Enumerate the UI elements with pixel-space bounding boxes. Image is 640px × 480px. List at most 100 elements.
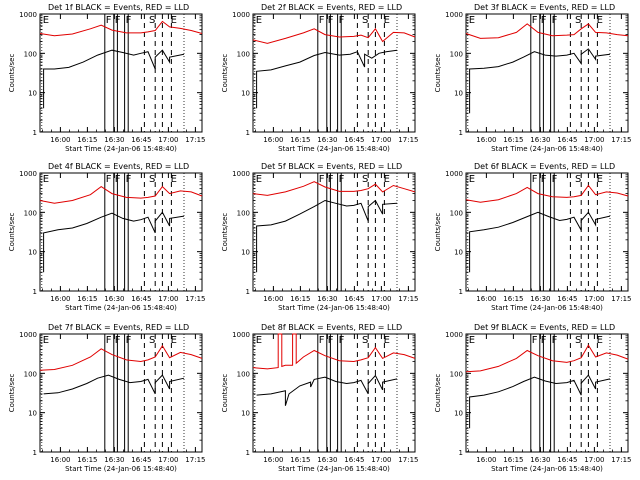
y-tick-label: 1000 [232, 331, 250, 339]
x-tick-label: 16:30 [104, 295, 124, 303]
flag-label: S [362, 15, 368, 26]
flag-label: S [575, 335, 581, 346]
y-tick-label: 100 [450, 370, 463, 378]
plot-title: Det 6f BLACK = Events, RED = LLD [474, 162, 615, 171]
plot-frame [252, 333, 416, 453]
flag-label: E [171, 15, 177, 26]
y-tick-label: 100 [450, 50, 463, 58]
flag-label: F [328, 335, 334, 346]
flag-label: F [319, 174, 325, 185]
flag-label: S [575, 15, 581, 26]
x-tick-label: 16:15 [77, 295, 97, 303]
y-tick-label: 1 [459, 449, 463, 457]
flag-label: S [362, 174, 368, 185]
flag-label: E [256, 174, 262, 185]
plot-title: Det 9f BLACK = Events, RED = LLD [474, 323, 615, 332]
flag-label: E [384, 335, 390, 346]
plot-frame [252, 172, 416, 292]
x-axis-label: Start Time (24-Jan-06 15:48:40) [65, 465, 177, 473]
y-tick-label: 10 [454, 249, 463, 257]
x-tick-label: 17:00 [584, 295, 604, 303]
y-tick-label: 10 [241, 410, 250, 418]
flag-label: F [115, 15, 121, 26]
x-tick-label: 16:45 [131, 456, 151, 464]
flag-label: E [469, 174, 475, 185]
flag-label: E [597, 335, 603, 346]
plot-title: Det 1f BLACK = Events, RED = LLD [48, 3, 189, 12]
plot-title: Det 8f BLACK = Events, RED = LLD [261, 323, 402, 332]
flag-label: E [43, 174, 49, 185]
x-axis-label: Start Time (24-Jan-06 15:48:40) [491, 304, 603, 312]
flag-label: F [106, 15, 112, 26]
flag-label: E [256, 15, 262, 26]
flag-label: E [171, 335, 177, 346]
flag-label: F [532, 15, 538, 26]
lld-series-line [252, 27, 416, 44]
y-tick-label: 10 [454, 90, 463, 98]
x-tick-label: 16:45 [344, 295, 364, 303]
y-axis-label: Counts/sec [434, 54, 442, 93]
x-tick-label: 17:15 [185, 136, 205, 144]
flag-label: F [115, 174, 121, 185]
x-tick-label: 17:15 [398, 456, 418, 464]
flag-label: E [597, 174, 603, 185]
flag-label: F [126, 335, 132, 346]
y-tick-label: 10 [241, 249, 250, 257]
x-tick-label: 16:45 [131, 295, 151, 303]
y-tick-label: 100 [237, 50, 250, 58]
x-tick-label: 16:30 [317, 456, 337, 464]
x-tick-label: 16:45 [131, 136, 151, 144]
y-axis-label: Counts/sec [221, 54, 229, 93]
y-axis-label: Counts/sec [434, 374, 442, 413]
flag-label: S [575, 174, 581, 185]
y-axis-label: Counts/sec [434, 213, 442, 252]
x-axis-label: Start Time (24-Jan-06 15:48:40) [65, 145, 177, 153]
x-tick-label: 17:15 [398, 295, 418, 303]
events-series-line [256, 49, 398, 109]
flag-label: E [171, 174, 177, 185]
flag-label: S [362, 335, 368, 346]
x-tick-label: 16:45 [344, 136, 364, 144]
plot-frame [252, 13, 416, 133]
x-tick-label: 16:30 [317, 136, 337, 144]
x-axis-label: Start Time (24-Jan-06 15:48:40) [278, 304, 390, 312]
x-tick-label: 16:30 [530, 456, 550, 464]
x-tick-label: 17:00 [371, 295, 391, 303]
flag-label: E [43, 335, 49, 346]
panel-det-5f: Det 5f BLACK = Events, RED = LLD Counts/s… [221, 162, 418, 312]
y-tick-label: 100 [450, 209, 463, 217]
y-tick-label: 1000 [445, 331, 463, 339]
flag-label: F [532, 174, 538, 185]
x-tick-label: 16:15 [503, 456, 523, 464]
flag-label: F [106, 174, 112, 185]
flag-label: S [149, 174, 155, 185]
y-tick-label: 100 [237, 370, 250, 378]
y-tick-label: 1000 [445, 170, 463, 178]
x-tick-label: 16:45 [344, 456, 364, 464]
x-axis-label: Start Time (24-Jan-06 15:48:40) [491, 145, 603, 153]
y-tick-label: 1000 [232, 11, 250, 19]
y-tick-label: 10 [454, 410, 463, 418]
flag-label: E [597, 15, 603, 26]
lld-series-line [465, 344, 629, 373]
flag-label: E [256, 335, 262, 346]
flag-label: F [552, 15, 558, 26]
x-tick-label: 16:00 [476, 136, 496, 144]
y-axis-label: Counts/sec [8, 213, 16, 252]
y-tick-label: 1 [459, 288, 463, 296]
plot-frame [39, 333, 203, 453]
flag-label: F [319, 335, 325, 346]
x-axis-label: Start Time (24-Jan-06 15:48:40) [278, 145, 390, 153]
x-tick-label: 16:15 [503, 136, 523, 144]
flag-label: F [328, 174, 334, 185]
x-tick-label: 16:45 [557, 295, 577, 303]
flag-label: E [384, 15, 390, 26]
x-tick-label: 16:00 [50, 295, 70, 303]
y-tick-label: 10 [28, 90, 37, 98]
flag-label: F [552, 335, 558, 346]
flag-label: F [339, 174, 345, 185]
flag-label: F [541, 174, 547, 185]
y-tick-label: 1000 [19, 11, 37, 19]
y-tick-label: 10 [28, 249, 37, 257]
y-tick-label: 1 [33, 449, 37, 457]
